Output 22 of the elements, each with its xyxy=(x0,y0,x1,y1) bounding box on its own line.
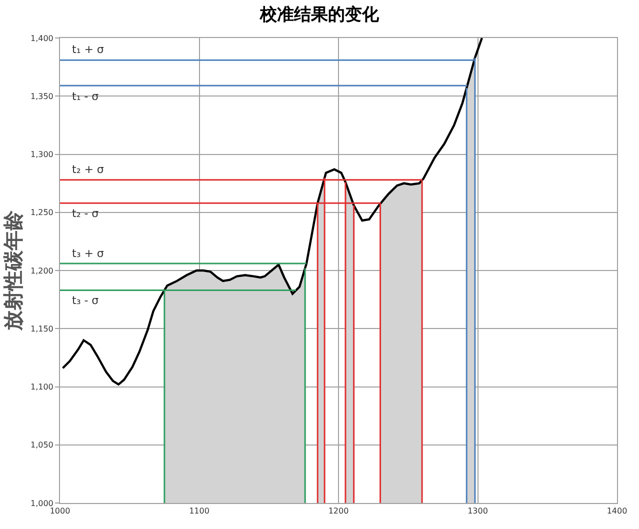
y-tick-label: 1,000 xyxy=(30,498,54,508)
ref-line-label: t₃ - σ xyxy=(72,294,99,307)
ref-line-label: t₃ + σ xyxy=(72,247,104,260)
x-tick-label: 1100 xyxy=(189,506,210,516)
y-tick-label: 1,200 xyxy=(30,266,54,276)
ref-line-label: t₁ - σ xyxy=(72,90,99,103)
x-tick-label: 1000 xyxy=(50,506,70,516)
y-axis-title: 放射性碳年龄 xyxy=(0,210,25,332)
y-tick-label: 1,250 xyxy=(30,208,54,218)
ref-line-label: t₁ + σ xyxy=(72,43,104,56)
y-tick-label: 1,300 xyxy=(30,150,54,160)
y-tick-label: 1,100 xyxy=(30,382,54,392)
y-tick-label: 1,350 xyxy=(30,92,54,101)
y-tick-label: 1,050 xyxy=(30,440,54,450)
y-tick-label: 1,400 xyxy=(30,34,54,43)
ref-line-label: t₂ - σ xyxy=(72,207,99,220)
x-tick-label: 1200 xyxy=(328,506,349,516)
ref-line-label: t₂ + σ xyxy=(72,163,104,176)
y-tick-label: 1,150 xyxy=(30,324,54,334)
x-tick-label: 1300 xyxy=(468,506,488,516)
chart-title: 校准结果的变化 xyxy=(259,4,380,25)
x-tick-label: 1400 xyxy=(606,506,628,516)
